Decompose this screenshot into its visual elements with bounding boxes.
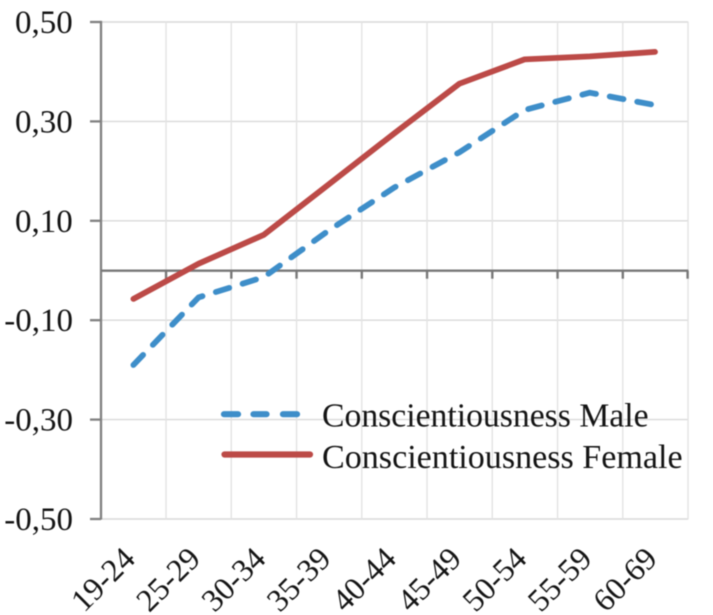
svg-text:-0,30: -0,30 (4, 403, 73, 439)
svg-text:Conscientiousness Male: Conscientiousness Male (322, 398, 649, 435)
svg-text:0,30: 0,30 (15, 104, 73, 140)
svg-text:-0,10: -0,10 (4, 303, 73, 339)
svg-text:0,50: 0,50 (15, 5, 73, 41)
svg-text:-0,50: -0,50 (4, 502, 73, 538)
svg-text:0,10: 0,10 (15, 204, 73, 240)
svg-text:Conscientiousness Female: Conscientiousness Female (322, 439, 683, 476)
